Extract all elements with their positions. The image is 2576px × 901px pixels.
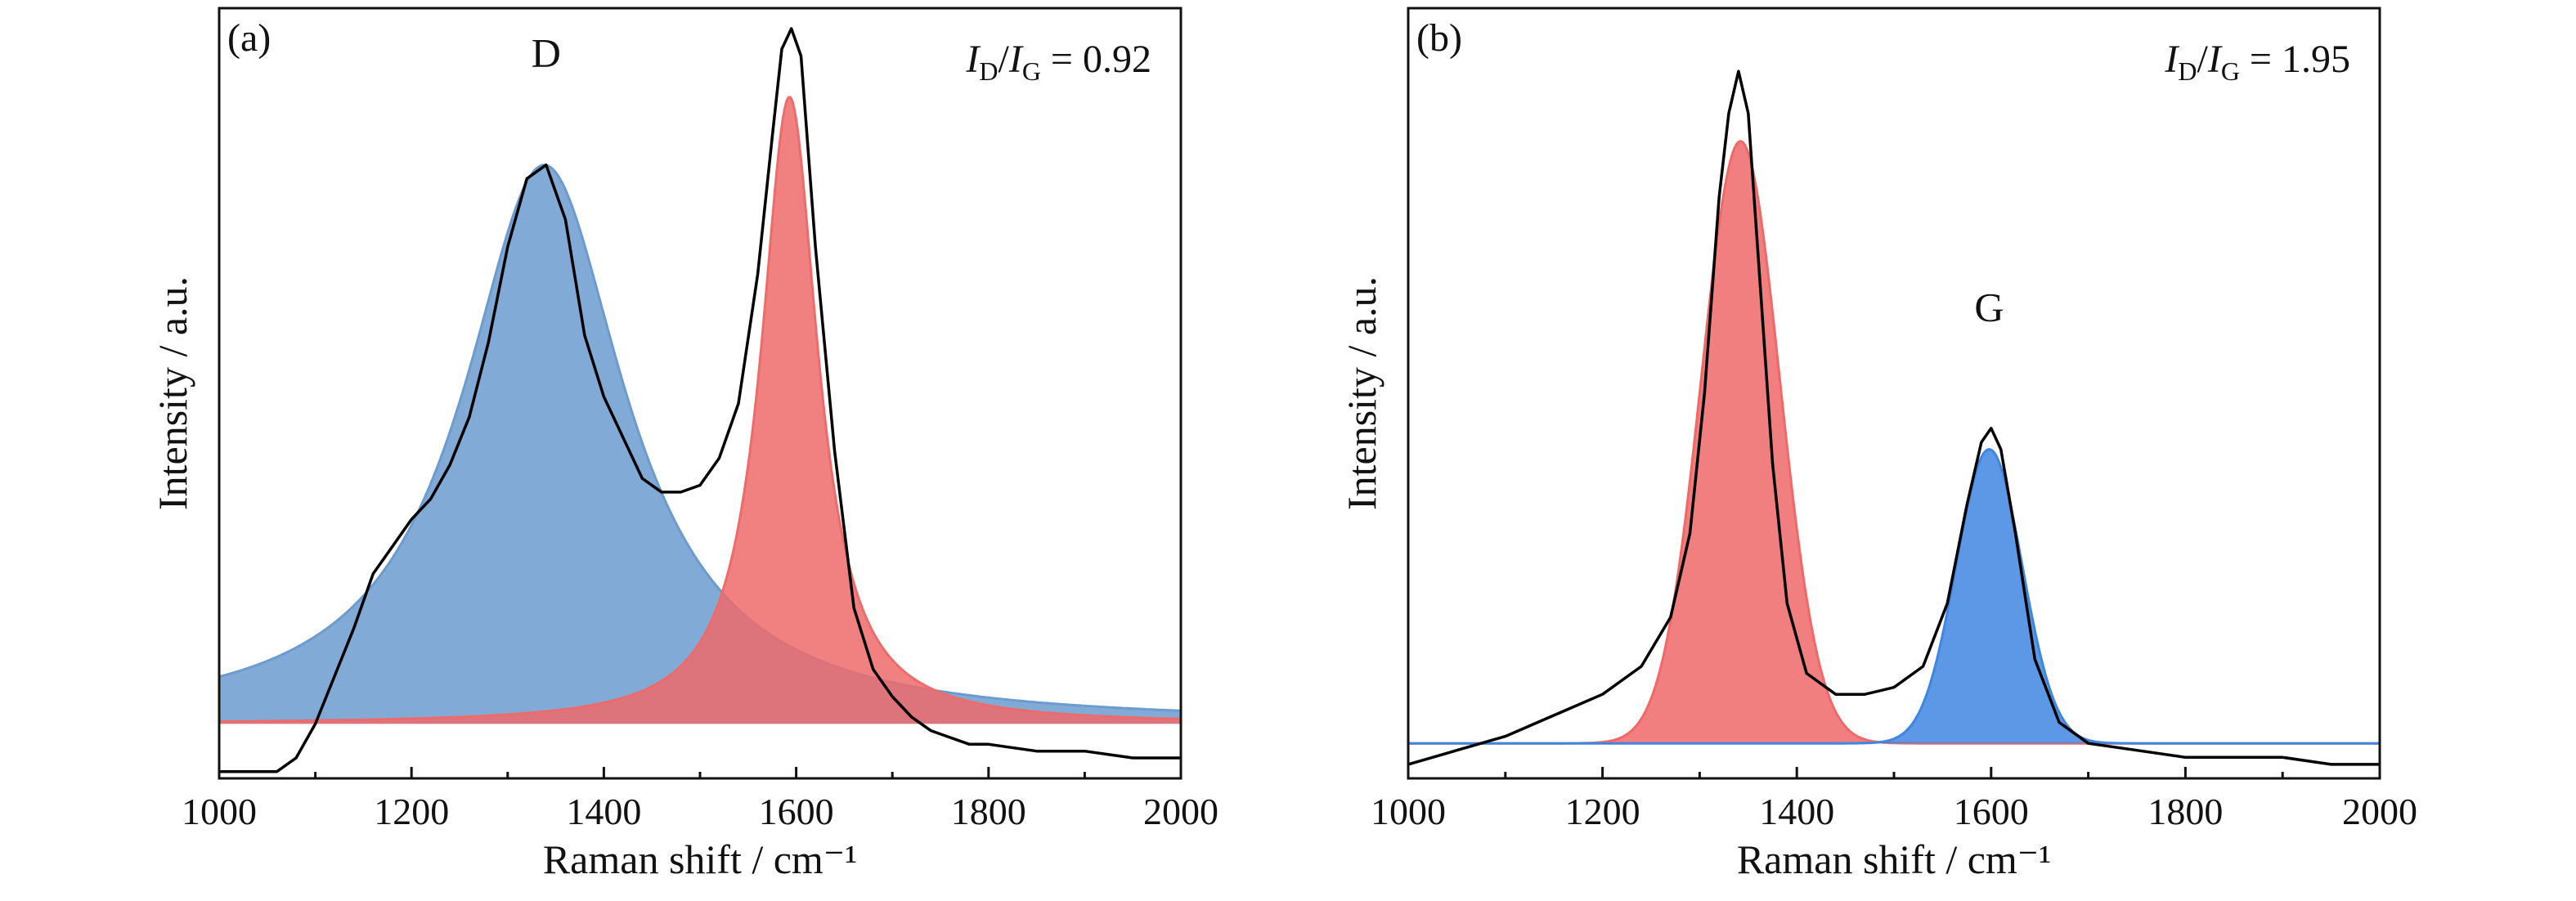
x-tick-label: 2000 — [2342, 791, 2417, 832]
x-tick-label: 1400 — [566, 791, 641, 832]
x-axis-label: Raman shift / cm⁻¹ — [543, 836, 857, 882]
x-tick-label: 1200 — [374, 791, 449, 832]
d-band-fit-area — [219, 164, 1181, 724]
measured-spectrum-line — [219, 27, 1181, 773]
measured-spectrum-line — [1408, 69, 2380, 766]
intensity-ratio-label: ID/IG = 1.95 — [2164, 38, 2350, 86]
x-tick-label: 2000 — [1143, 791, 1218, 832]
x-tick-label: 1600 — [1954, 791, 2029, 832]
g-band-fit-line — [219, 96, 1181, 723]
panel-a: 1000 1200 1400 1600 1800 2000 Raman shift / cm… — [150, 0, 1218, 882]
plot-frame — [1407, 7, 2381, 780]
intensity-ratio-label: ID/IG = 0.92 — [965, 38, 1151, 86]
g-band-fit-line — [1408, 447, 2380, 745]
x-tick-label: 1000 — [182, 791, 257, 832]
x-tick-label: 1800 — [2147, 791, 2223, 832]
plot-area — [1408, 69, 2380, 766]
x-tick-label: 1400 — [1759, 791, 1834, 832]
panel-label: (b) — [1416, 16, 1462, 60]
x-axis-label: Raman shift / cm⁻¹ — [1737, 836, 2051, 882]
peak-label-g: G — [779, 0, 808, 7]
d-band-fit-line — [1408, 140, 2380, 745]
peak-label-d: D — [1729, 0, 1758, 8]
y-axis-label: Intensity / a.u. — [1339, 276, 1384, 510]
panel-b: 1000 1200 1400 1600 1800 2000 Raman shift / cm… — [1339, 0, 2417, 882]
d-band-fit-line — [219, 164, 1181, 712]
x-tick-label: 1800 — [951, 791, 1026, 832]
y-axis-label: Intensity / a.u. — [150, 276, 195, 510]
peak-label-g: G — [1974, 284, 2004, 329]
d-band-fit-area — [1408, 141, 2380, 744]
x-tick-label: 1600 — [759, 791, 834, 832]
panel-label: (a) — [227, 16, 271, 60]
x-tick-label: 1200 — [1565, 791, 1640, 832]
x-tick-label: 1000 — [1371, 791, 1446, 832]
peak-label-d: D — [532, 30, 561, 76]
g-band-fit-area — [1408, 449, 2380, 744]
plot-area — [219, 27, 1181, 773]
